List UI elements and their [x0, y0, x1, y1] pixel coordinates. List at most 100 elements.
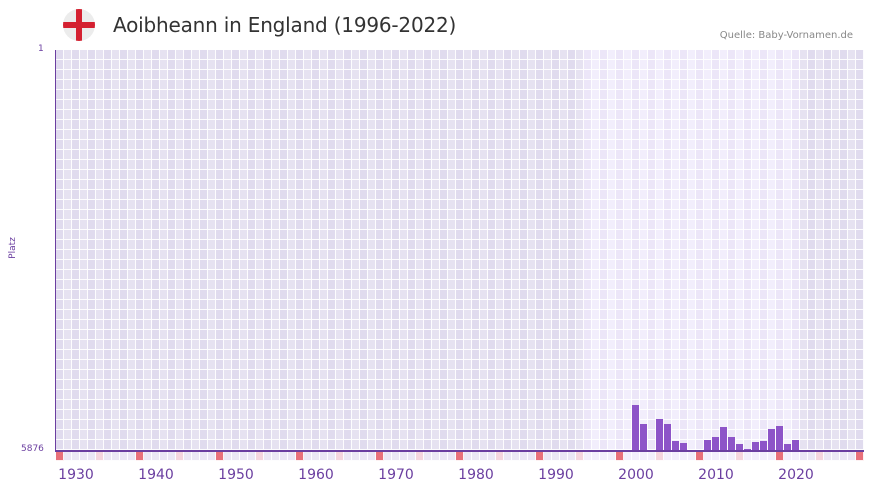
grid-cell: [280, 80, 288, 90]
bar-2016[interactable]: [760, 441, 767, 450]
grid-cell: [384, 310, 392, 320]
grid-cell: [832, 190, 840, 200]
grid-cell: [504, 340, 512, 350]
grid-cell: [472, 130, 480, 140]
grid-cell: [128, 200, 136, 210]
bar-2010[interactable]: [712, 436, 719, 450]
grid-cell: [784, 90, 792, 100]
grid-cell: [416, 70, 424, 80]
bar-2014[interactable]: [744, 448, 751, 450]
grid-cell: [464, 160, 472, 170]
grid-cell: [272, 50, 280, 60]
bar-2006[interactable]: [680, 442, 687, 450]
grid-cell: [200, 360, 208, 370]
grid-cell: [432, 390, 440, 400]
decade-marker: [696, 451, 704, 461]
grid-cell: [320, 120, 328, 130]
grid-cell: [800, 430, 808, 440]
grid-cell: [720, 230, 728, 240]
grid-cell: [664, 260, 672, 270]
grid-cell: [720, 170, 728, 180]
bar-2011[interactable]: [720, 426, 727, 450]
grid-cell: [632, 380, 640, 390]
grid-cell: [240, 280, 248, 290]
grid-cell: [648, 340, 656, 350]
grid-cell: [824, 50, 832, 60]
grid-cell: [712, 300, 720, 310]
grid-cell: [168, 270, 176, 280]
grid-cell: [104, 260, 112, 270]
grid-cell: [224, 270, 232, 280]
grid-cell: [192, 410, 200, 420]
grid-cell: [840, 430, 848, 440]
grid-cell: [416, 50, 424, 60]
grid-cell: [856, 270, 864, 280]
grid-cell: [728, 150, 736, 160]
grid-cell: [344, 50, 352, 60]
grid-cell: [520, 130, 528, 140]
grid-cell: [680, 100, 688, 110]
grid-cell: [128, 250, 136, 260]
grid-cell: [224, 260, 232, 270]
grid-cell: [408, 170, 416, 180]
grid-cell: [416, 110, 424, 120]
grid-cell: [288, 200, 296, 210]
grid-cell: [280, 280, 288, 290]
grid-cell: [480, 440, 488, 450]
bar-2019[interactable]: [784, 444, 791, 450]
bar-2013[interactable]: [736, 444, 743, 450]
grid-cell: [352, 70, 360, 80]
grid-cell: [144, 220, 152, 230]
bar-2005[interactable]: [672, 441, 679, 450]
bar-2004[interactable]: [664, 423, 671, 450]
grid-cell: [688, 390, 696, 400]
grid-cell: [304, 340, 312, 350]
bar-2017[interactable]: [768, 429, 775, 450]
grid-cell: [392, 400, 400, 410]
grid-cell: [840, 350, 848, 360]
grid-cell: [232, 90, 240, 100]
grid-cell: [224, 410, 232, 420]
grid-cell: [584, 180, 592, 190]
bar-2018[interactable]: [776, 426, 783, 450]
grid-cell: [624, 190, 632, 200]
grid-cell: [440, 110, 448, 120]
grid-cell: [120, 400, 128, 410]
grid-cell: [128, 390, 136, 400]
grid-cell: [680, 50, 688, 60]
grid-cell: [512, 420, 520, 430]
grid-cell: [800, 120, 808, 130]
grid-cell: [152, 380, 160, 390]
bar-2015[interactable]: [752, 442, 759, 450]
grid-cell: [416, 350, 424, 360]
grid-cell: [800, 260, 808, 270]
grid-cell: [368, 160, 376, 170]
grid-cell: [224, 350, 232, 360]
bar-2020[interactable]: [792, 439, 799, 450]
grid-cell: [248, 200, 256, 210]
grid-cell: [72, 420, 80, 430]
grid-cell: [288, 160, 296, 170]
grid-cell: [640, 360, 648, 370]
bar-2009[interactable]: [704, 439, 711, 450]
grid-cell: [816, 210, 824, 220]
bar-2012[interactable]: [728, 436, 735, 450]
grid-cell: [736, 270, 744, 280]
grid-cell: [696, 280, 704, 290]
grid-cell: [712, 320, 720, 330]
grid-cell: [816, 140, 824, 150]
grid-cell: [384, 400, 392, 410]
grid-cell: [552, 210, 560, 220]
bar-2003[interactable]: [656, 419, 663, 450]
grid-cell: [208, 100, 216, 110]
grid-cell: [672, 190, 680, 200]
grid-cell: [608, 190, 616, 200]
grid-cell: [152, 410, 160, 420]
grid-cell: [464, 300, 472, 310]
bar-2001[interactable]: [640, 423, 647, 450]
grid-cell: [800, 440, 808, 450]
bar-2000[interactable]: [632, 404, 639, 450]
grid-cell: [104, 80, 112, 90]
grid-cell: [736, 90, 744, 100]
grid-cell: [856, 290, 864, 300]
